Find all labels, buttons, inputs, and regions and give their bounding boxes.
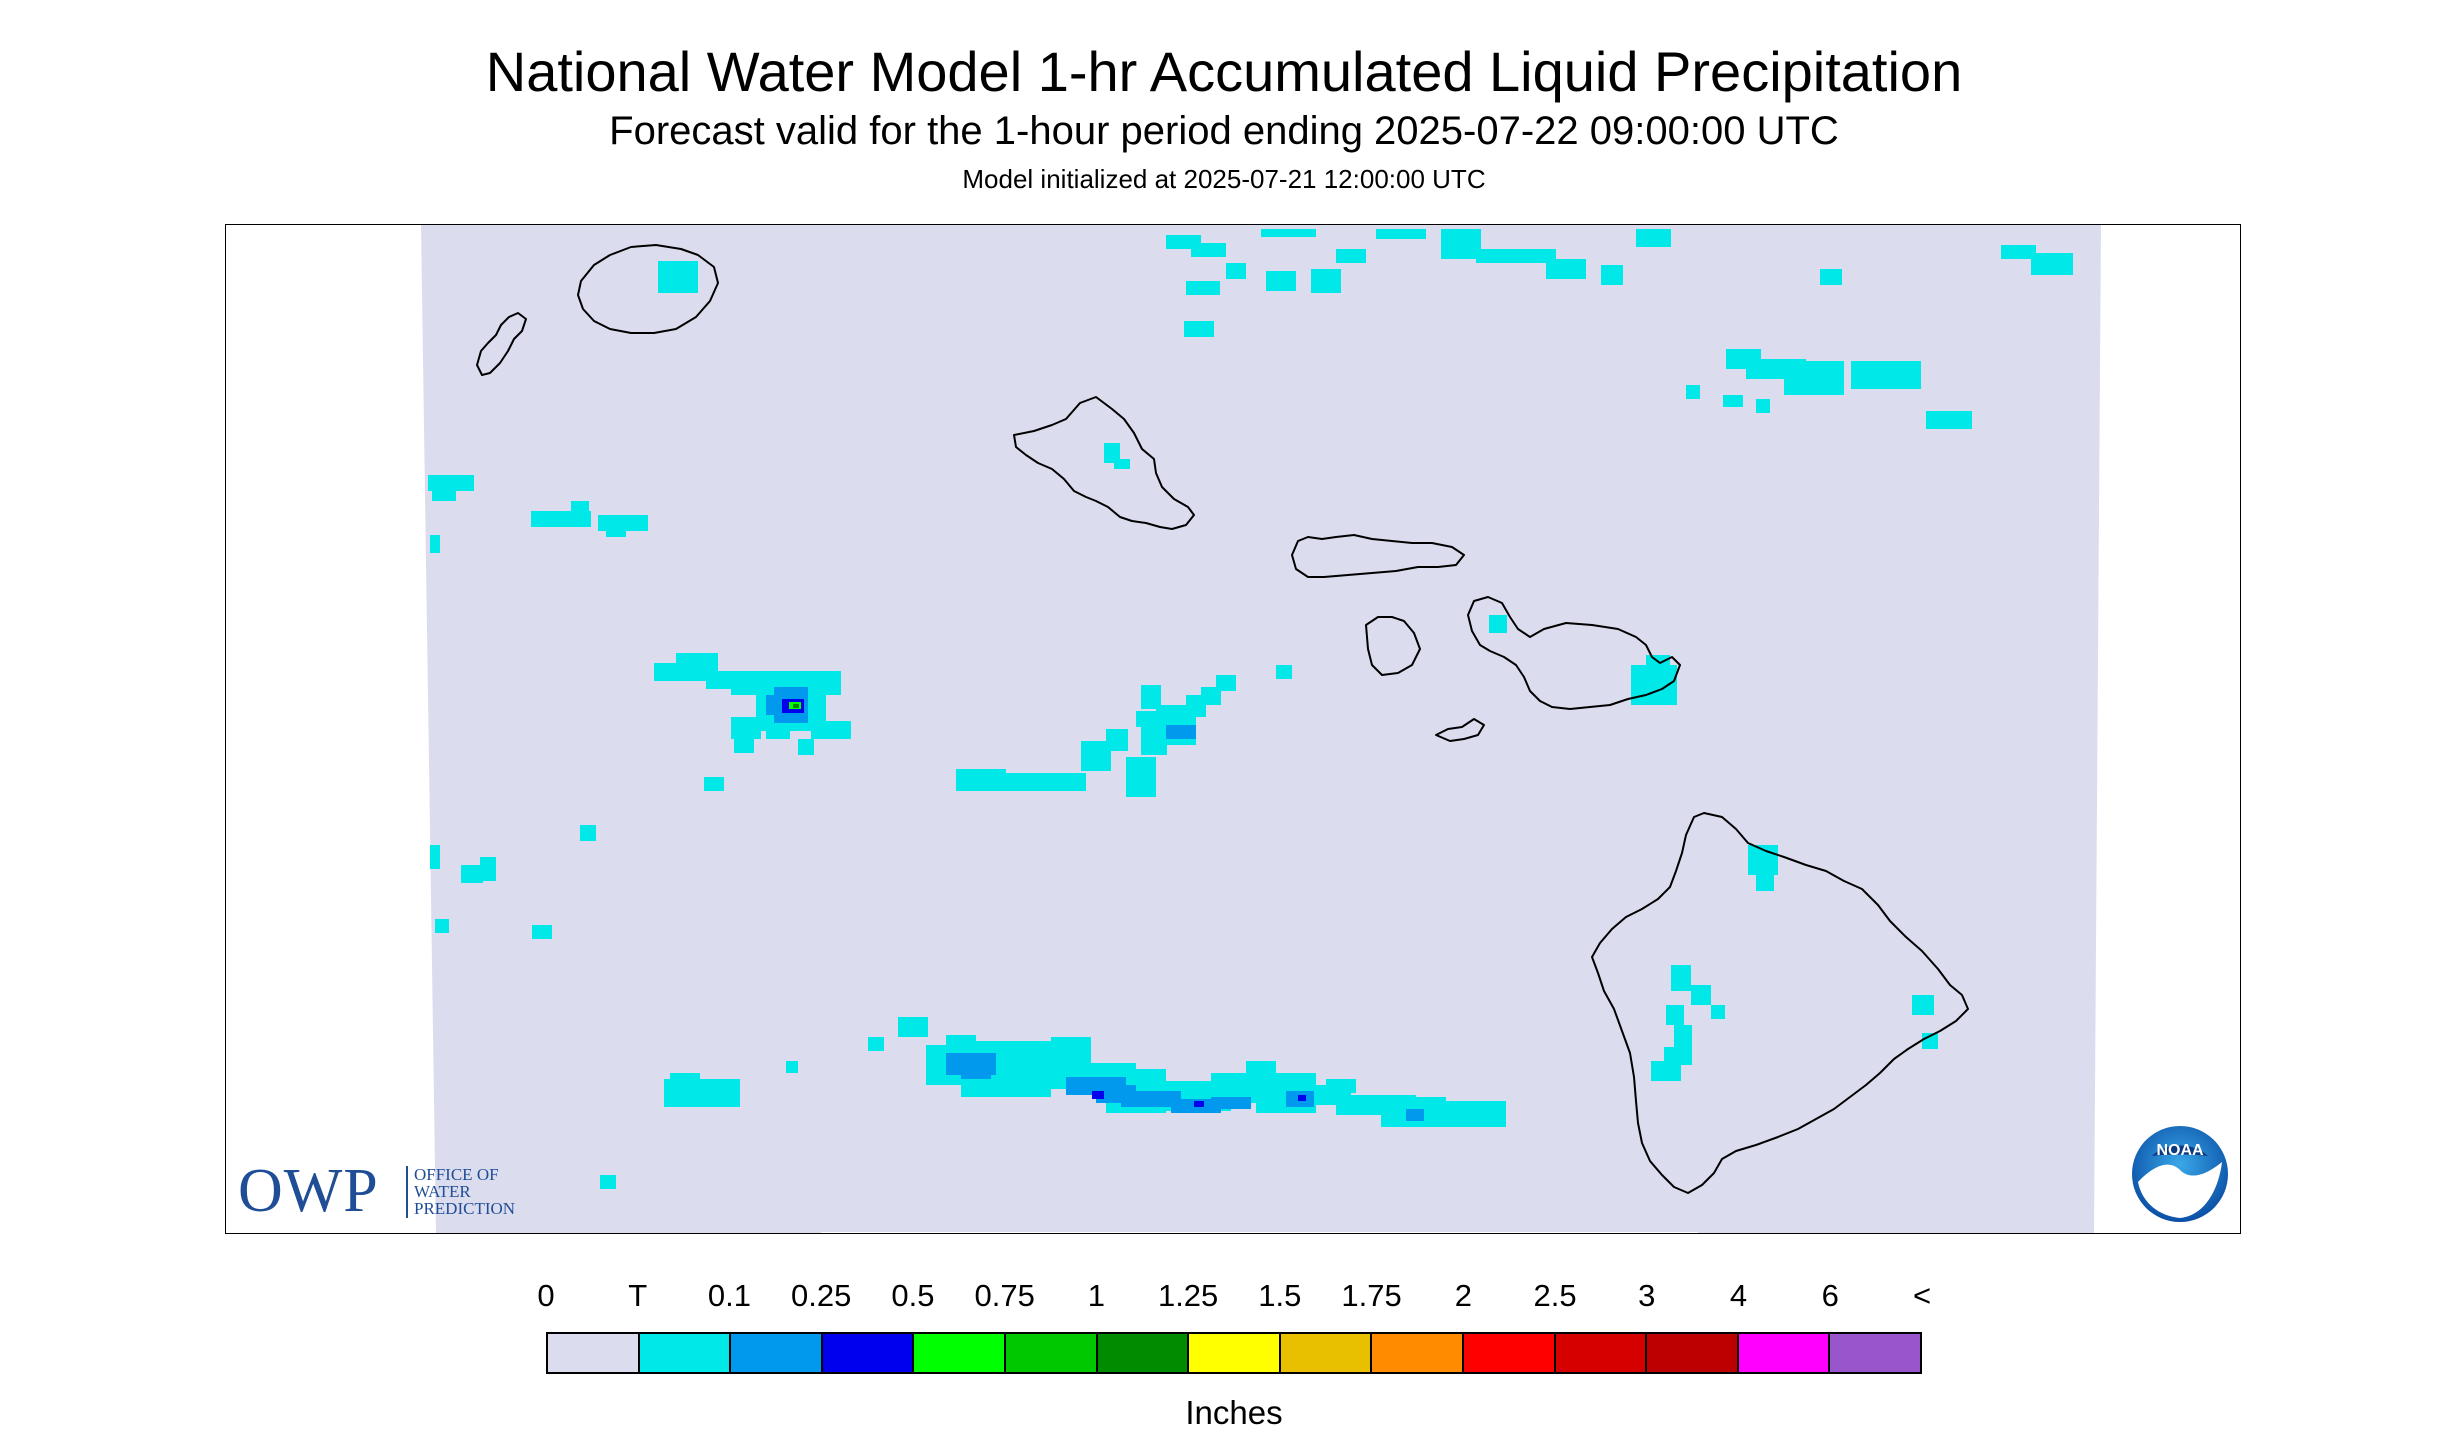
legend-label: T xyxy=(628,1278,648,1313)
legend-label: 2 xyxy=(1454,1278,1472,1313)
legend-colorbar xyxy=(546,1332,1922,1374)
noaa-logo-text: NOAA xyxy=(2156,1142,2204,1159)
coastlines xyxy=(476,244,1969,1194)
model-init-text: Model initialized at 2025-07-21 12:00:00… xyxy=(962,164,1486,194)
legend-label: 0.75 xyxy=(974,1278,1035,1313)
legend-swatch xyxy=(639,1334,732,1372)
legend-swatch xyxy=(548,1334,640,1372)
owp-logo-line3: PREDICTION xyxy=(414,1199,516,1218)
coast-kahoolawe xyxy=(1435,718,1485,742)
legend-swatch xyxy=(1738,1334,1831,1372)
coast-maui xyxy=(1467,596,1681,710)
owp-logo-divider xyxy=(406,1166,408,1218)
legend-swatch xyxy=(822,1334,915,1372)
legend-swatch xyxy=(1830,1334,1920,1372)
owp-logo-abbrev: OWP xyxy=(238,1157,379,1225)
legend-swatch xyxy=(731,1334,823,1372)
legend-label: < xyxy=(1912,1278,1932,1313)
legend-swatch xyxy=(1372,1334,1464,1372)
legend-label: 4 xyxy=(1729,1278,1748,1313)
legend-label: 3 xyxy=(1638,1278,1656,1313)
noaa-logo: NOAA xyxy=(2132,1126,2228,1222)
legend-label: 0.1 xyxy=(707,1278,751,1313)
precip-heavy-cells xyxy=(782,699,1306,1107)
owp-logo-fullname: OFFICE OF WATER PREDICTION xyxy=(414,1166,554,1217)
legend-swatch xyxy=(1005,1334,1098,1372)
legend-label: 2.5 xyxy=(1533,1278,1577,1313)
coast-kauai xyxy=(577,244,719,334)
coast-oahu xyxy=(1013,396,1195,530)
legend-swatch xyxy=(1097,1334,1190,1372)
legend-label: 1 xyxy=(1087,1278,1106,1313)
legend-label: 6 xyxy=(1821,1278,1839,1313)
legend-swatch xyxy=(1555,1334,1648,1372)
owp-logo-line1: OFFICE OF xyxy=(414,1165,499,1184)
legend-label: 1.25 xyxy=(1157,1278,1219,1313)
legend-swatch xyxy=(1280,1334,1373,1372)
coast-lanai xyxy=(1365,616,1421,676)
coast-molokai xyxy=(1291,534,1465,578)
precipitation-map xyxy=(225,224,2241,1234)
legend-swatch xyxy=(1189,1334,1281,1372)
map-canvas xyxy=(421,225,2101,1233)
coast-niihau xyxy=(476,312,527,376)
legend-labels: 0 T 0.1 0.25 0.5 0.75 1 1.25 1.5 1.75 2 2.5 3 4 6 < xyxy=(0,1278,2448,1318)
legend-swatch xyxy=(1647,1334,1739,1372)
legend-label: 0 xyxy=(537,1278,555,1313)
coast-big-island xyxy=(1591,812,1969,1194)
legend-label: 1.75 xyxy=(1341,1278,1402,1313)
legend-label: 0.5 xyxy=(891,1278,935,1313)
legend-label: 1.5 xyxy=(1258,1278,1302,1313)
owp-logo-line2: WATER xyxy=(414,1182,471,1201)
legend-units: Inches xyxy=(1185,1394,1283,1431)
legend-label: 0.25 xyxy=(791,1278,852,1313)
forecast-valid-subtitle: Forecast valid for the 1-hour period end… xyxy=(609,109,1839,153)
map-title: National Water Model 1-hr Accumulated Li… xyxy=(485,40,1963,103)
legend-swatch xyxy=(1463,1334,1556,1372)
legend-swatch xyxy=(914,1334,1006,1372)
